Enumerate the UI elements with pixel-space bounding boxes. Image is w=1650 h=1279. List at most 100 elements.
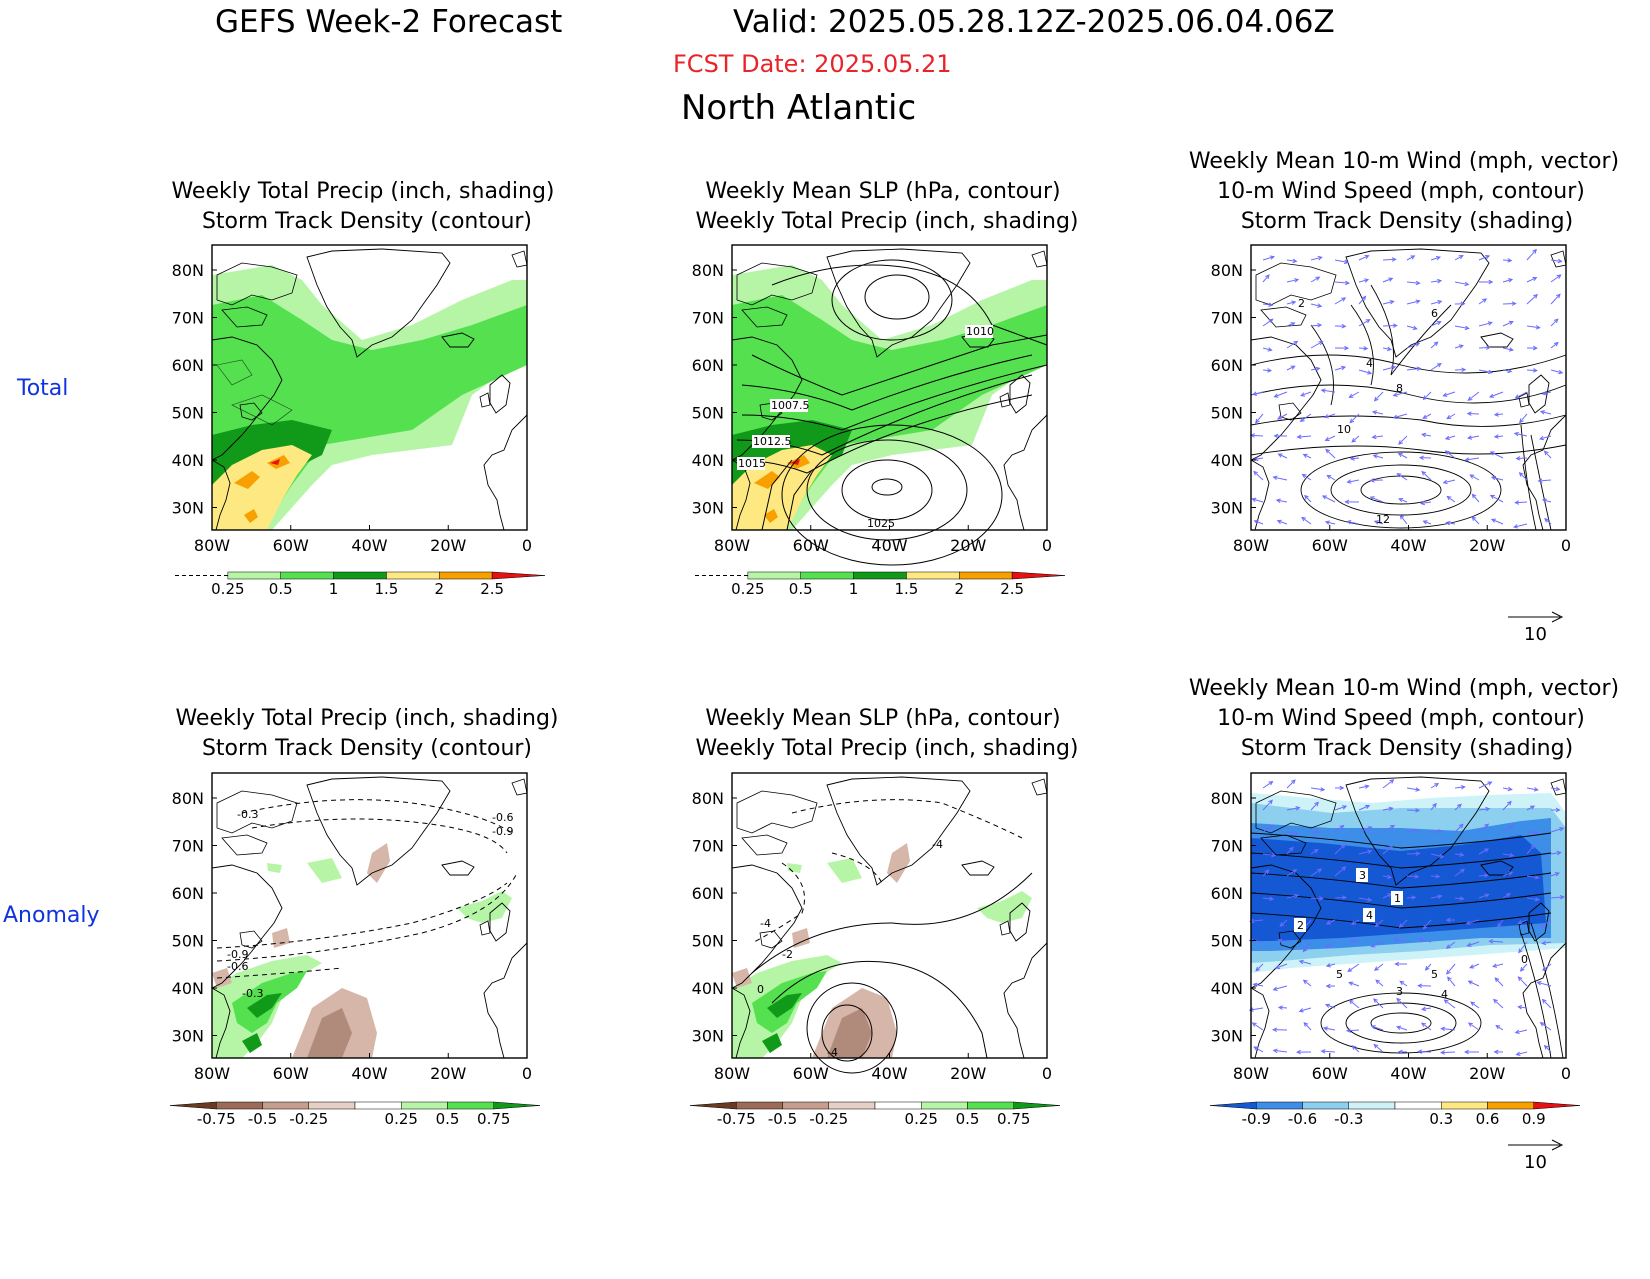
track-anom-label-6: -0.3 bbox=[242, 987, 263, 1000]
lon-tick-label: 80W bbox=[1233, 536, 1269, 555]
map-wind-total: 2 4 6 8 10 12 bbox=[1251, 245, 1566, 530]
legend-tick-label: 0.5 bbox=[269, 580, 293, 598]
legend-swatch bbox=[1014, 1102, 1060, 1109]
lon-tick-label: 20W bbox=[950, 1064, 986, 1083]
slp-label-1010: 1010 bbox=[966, 325, 994, 338]
legend-tick-label: 0.5 bbox=[789, 580, 813, 598]
lon-tick-label: 0 bbox=[1561, 1064, 1571, 1083]
lat-tick-label: 80N bbox=[1211, 261, 1243, 280]
legend-tick-label: -0.5 bbox=[248, 1110, 277, 1128]
wind-vector bbox=[1350, 414, 1359, 423]
legend-swatch bbox=[736, 1102, 782, 1109]
wind-anom-label-5: 5 bbox=[1336, 968, 1343, 981]
legend-swatch bbox=[1256, 1102, 1302, 1109]
wind-vector bbox=[1348, 964, 1359, 971]
legend-tick-label: 0.25 bbox=[385, 1110, 418, 1128]
legend-tick-label: 0.5 bbox=[956, 1110, 980, 1128]
wind-reference-anomaly: 10 bbox=[1508, 1140, 1562, 1173]
row-label-anomaly: Anomaly bbox=[3, 903, 100, 928]
lat-tick-label: 40N bbox=[692, 979, 724, 998]
panel-title-wind-total-line1: Weekly Mean 10-m Wind (mph, vector) bbox=[1189, 149, 1619, 174]
track-label-10: 10 bbox=[1337, 423, 1351, 436]
lon-tick-label: 80W bbox=[1233, 1064, 1269, 1083]
legend-swatch bbox=[829, 1102, 875, 1109]
slp-anom-label-4: 0 bbox=[757, 983, 764, 996]
legend-tick-label: 2 bbox=[955, 580, 965, 598]
wind-vector bbox=[1527, 250, 1536, 260]
legend-tick-label: 0.5 bbox=[436, 1110, 460, 1128]
lat-tick-label: 80N bbox=[692, 261, 724, 280]
lat-tick-label: 60N bbox=[692, 884, 724, 903]
lon-tick-label: 80W bbox=[194, 536, 230, 555]
legend-tick-label: -0.75 bbox=[197, 1110, 236, 1128]
panel-title-slp-total-line1: Weekly Mean SLP (hPa, contour) bbox=[705, 179, 1060, 204]
legend-tick-label: 2 bbox=[435, 580, 445, 598]
lon-tick-label: 0 bbox=[522, 536, 532, 555]
lon-tick-label: 40W bbox=[351, 536, 387, 555]
slp-label-1012-5: 1012.5 bbox=[753, 435, 792, 448]
lon-tick-label: 40W bbox=[871, 1064, 907, 1083]
legend-swatch bbox=[448, 1102, 494, 1109]
panel-title-precip-total-line2: Storm Track Density (contour) bbox=[202, 209, 532, 234]
lat-tick-label: 40N bbox=[172, 451, 204, 470]
legend-swatch bbox=[854, 572, 907, 579]
lat-tick-label: 60N bbox=[1211, 884, 1243, 903]
lon-tick-label: 60W bbox=[1312, 536, 1348, 555]
legend-swatch bbox=[355, 1102, 401, 1109]
legend-swatch bbox=[690, 1102, 736, 1109]
track-label-4: 4 bbox=[1366, 357, 1373, 370]
lon-tick-label: 60W bbox=[793, 1064, 829, 1083]
legend-swatch bbox=[783, 1102, 829, 1109]
wind-vector bbox=[1399, 436, 1407, 444]
legend-swatch bbox=[921, 1102, 967, 1109]
legend-swatch bbox=[263, 1102, 309, 1109]
wind-reference-total: 10 bbox=[1508, 612, 1562, 645]
legend-tick-label: -0.6 bbox=[1288, 1110, 1317, 1128]
legend-tick-label: -0.75 bbox=[717, 1110, 756, 1128]
lat-tick-label: 30N bbox=[692, 1027, 724, 1046]
lon-tick-label: 20W bbox=[950, 536, 986, 555]
lon-tick-label: 0 bbox=[522, 1064, 532, 1083]
wind-vector bbox=[1441, 1052, 1455, 1053]
wind-vector bbox=[1383, 780, 1393, 788]
legend-tick-label: 1.5 bbox=[374, 580, 398, 598]
track-label-12: 12 bbox=[1376, 513, 1390, 526]
lon-tick-label: 80W bbox=[194, 1064, 230, 1083]
legend-precip-anomaly: -0.75 -0.5 -0.25 0.25 0.5 0.75 bbox=[170, 1102, 540, 1128]
legend-swatch bbox=[959, 572, 1012, 579]
wind-anom-label-7: 0 bbox=[1521, 953, 1528, 966]
legend-tick-label: 2.5 bbox=[480, 580, 504, 598]
lat-tick-label: 50N bbox=[172, 404, 204, 423]
legend-tick-label: 0.75 bbox=[477, 1110, 510, 1128]
legend-tick-label: -0.25 bbox=[289, 1110, 328, 1128]
legend-tick-label: -0.3 bbox=[1334, 1110, 1363, 1128]
track-label-8: 8 bbox=[1396, 382, 1403, 395]
track-anom-label-5: -0.6 bbox=[227, 960, 248, 973]
wind-vector bbox=[1543, 1000, 1551, 1008]
wind-vector bbox=[1551, 294, 1560, 304]
lat-tick-label: 80N bbox=[172, 789, 204, 808]
lon-tick-label: 40W bbox=[871, 536, 907, 555]
lat-tick-label: 70N bbox=[692, 837, 724, 856]
lat-tick-label: 60N bbox=[692, 356, 724, 375]
lat-tick-label: 40N bbox=[1211, 979, 1243, 998]
wind-vector bbox=[1495, 978, 1503, 986]
wind-anom-label-8: 5 bbox=[1431, 968, 1438, 981]
wind-vector bbox=[1527, 295, 1537, 304]
panel-title-wind-anom-line1: Weekly Mean 10-m Wind (mph, vector) bbox=[1189, 676, 1619, 701]
lon-tick-label: 40W bbox=[351, 1064, 387, 1083]
legend-tick-label: -0.5 bbox=[768, 1110, 797, 1128]
track-anom-label-3: -0.9 bbox=[492, 825, 513, 838]
lon-tick-label: 20W bbox=[1469, 536, 1505, 555]
wind-vector bbox=[1445, 1000, 1455, 1008]
slp-label-1007-5: 1007.5 bbox=[771, 399, 810, 412]
wind-vector bbox=[1518, 977, 1527, 986]
lon-tick-label: 60W bbox=[793, 536, 829, 555]
lat-tick-label: 70N bbox=[172, 837, 204, 856]
legend-tick-label: -0.25 bbox=[809, 1110, 848, 1128]
panel-title-slp-anom-line1: Weekly Mean SLP (hPa, contour) bbox=[705, 706, 1060, 731]
wind-anom-label-4: 2 bbox=[1297, 919, 1304, 932]
legend-tick-label: 0.25 bbox=[731, 580, 764, 598]
track-label-2: 2 bbox=[1298, 297, 1305, 310]
